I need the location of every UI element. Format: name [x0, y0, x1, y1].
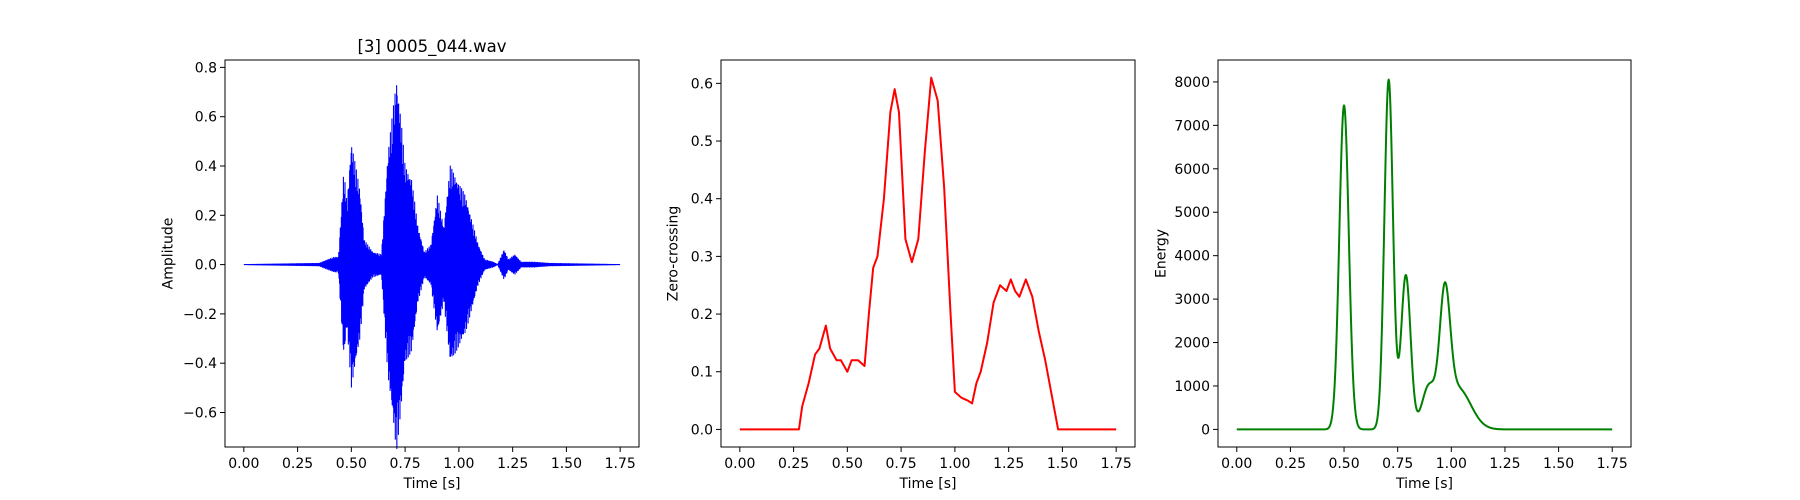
zero-crossing-y-tick-label: 0.2: [691, 307, 713, 323]
energy-y-tick-label: 4000: [1174, 249, 1210, 265]
energy-y-tick-label: 2000: [1174, 336, 1210, 352]
zero-crossing-y-tick-label: 0.5: [691, 134, 713, 150]
zero-crossing-subplot: Time [s] Zero-crossing 0.00 0.25 0.50 0.75 1…: [665, 59, 1136, 492]
zero-crossing-y-axis-label: Zero-crossing: [665, 206, 681, 301]
energy-y-tick-label: 7000: [1174, 118, 1210, 134]
amplitude-y-tick-label: 0.8: [195, 60, 217, 76]
amplitude-y-tick-label: 0.2: [195, 208, 217, 224]
amplitude-y-axis-label: Amplitude: [160, 218, 176, 290]
zero-crossing-y-tick-label: 0.4: [691, 192, 713, 208]
amplitude-y-tick-label: −0.4: [183, 356, 217, 372]
amplitude-series-line: [243, 85, 621, 450]
energy-subplot: Time [s] Energy 0.00 0.25 0.50 0.75 1.00 1.25…: [1153, 59, 1632, 492]
zero-crossing-x-tick-label: 0.00: [724, 456, 755, 472]
zero-crossing-x-tick-label: 0.50: [832, 456, 863, 472]
energy-y-tick-label: 6000: [1174, 162, 1210, 178]
zero-crossing-series-line: [739, 76, 1117, 431]
amplitude-x-tick-label: 0.25: [282, 456, 313, 472]
amplitude-y-tick-label: 0.4: [195, 159, 217, 175]
energy-y-tick-label: 1000: [1174, 379, 1210, 395]
energy-plot-frame: [1217, 59, 1632, 448]
energy-y-tick-label: 5000: [1174, 205, 1210, 221]
zero-crossing-y-tick-label: 0.1: [691, 365, 713, 381]
amplitude-x-tick-label: 0.50: [336, 456, 367, 472]
energy-x-tick-label: 1.50: [1543, 456, 1574, 472]
amplitude-x-tick-label: 1.00: [443, 456, 474, 472]
amplitude-subplot: [3] 0005_044.wav Time [s] Amplitude 0.00…: [160, 37, 640, 492]
amplitude-y-tick-label: −0.2: [183, 307, 217, 323]
zero-crossing-x-tick-label: 0.25: [778, 456, 809, 472]
amplitude-x-tick-label: 1.25: [497, 456, 528, 472]
energy-y-tick-label: 0: [1201, 422, 1210, 438]
energy-x-tick-label: 0.75: [1382, 456, 1413, 472]
zero-crossing-x-axis-label: Time [s]: [899, 476, 957, 492]
amplitude-plot-frame: [224, 59, 640, 448]
zero-crossing-x-tick-label: 1.00: [939, 456, 970, 472]
zero-crossing-plot-frame: [720, 59, 1136, 448]
energy-x-tick-label: 0.25: [1275, 456, 1306, 472]
zero-crossing-y-tick-label: 0.3: [691, 249, 713, 265]
energy-x-tick-label: 0.00: [1221, 456, 1252, 472]
energy-x-tick-label: 1.25: [1489, 456, 1520, 472]
amplitude-x-tick-label: 1.50: [551, 456, 582, 472]
zero-crossing-x-tick-label: 1.75: [1101, 456, 1132, 472]
energy-x-axis-label: Time [s]: [1395, 476, 1453, 492]
zero-crossing-x-tick-label: 1.25: [993, 456, 1024, 472]
amplitude-x-tick-label: 0.00: [228, 456, 259, 472]
energy-y-tick-label: 8000: [1174, 75, 1210, 91]
amplitude-x-tick-label: 1.75: [605, 456, 636, 472]
zero-crossing-x-tick-label: 1.50: [1047, 456, 1078, 472]
zero-crossing-y-tick-label: 0.0: [691, 422, 713, 438]
amplitude-y-tick-label: 0.0: [195, 258, 217, 274]
energy-x-tick-label: 1.75: [1597, 456, 1628, 472]
amplitude-y-tick-label: −0.6: [183, 405, 217, 421]
amplitude-x-axis-label: Time [s]: [403, 476, 461, 492]
energy-y-axis-label: Energy: [1153, 229, 1169, 278]
amplitude-x-tick-label: 0.75: [390, 456, 421, 472]
energy-x-tick-label: 0.50: [1328, 456, 1359, 472]
energy-x-tick-label: 1.00: [1436, 456, 1467, 472]
zero-crossing-x-tick-label: 0.75: [886, 456, 917, 472]
energy-y-tick-label: 3000: [1174, 292, 1210, 308]
amplitude-chart-title: [3] 0005_044.wav: [358, 37, 507, 57]
zero-crossing-y-tick-label: 0.6: [691, 76, 713, 92]
amplitude-y-tick-label: 0.6: [195, 110, 217, 126]
energy-series-line: [1236, 78, 1613, 431]
